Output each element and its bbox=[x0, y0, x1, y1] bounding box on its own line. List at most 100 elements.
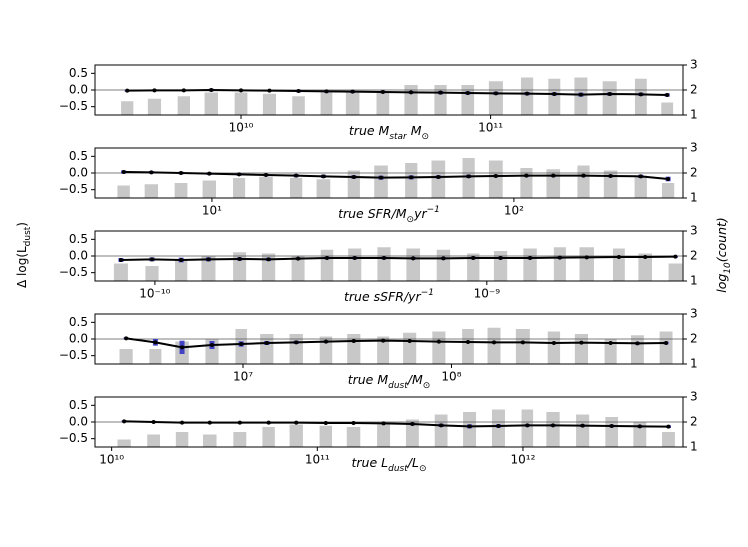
x-axis-label-part: dust bbox=[388, 464, 408, 474]
mean-point bbox=[520, 340, 525, 345]
count-bar bbox=[262, 427, 275, 447]
x-tick-label: 10¹² bbox=[511, 453, 536, 467]
count-bar bbox=[463, 412, 477, 447]
count-bar bbox=[546, 412, 560, 447]
y-tick-label: 0.5 bbox=[69, 149, 88, 163]
count-bar bbox=[319, 336, 333, 364]
count-bar bbox=[523, 248, 537, 281]
count-bar bbox=[659, 331, 673, 364]
count-bar bbox=[377, 336, 390, 364]
mean-point bbox=[493, 174, 498, 178]
y2-tick-label: 1 bbox=[690, 440, 698, 454]
y-tick-label: 0.5 bbox=[69, 66, 88, 80]
count-bar bbox=[576, 414, 590, 447]
count-bar bbox=[377, 247, 391, 281]
mean-point bbox=[350, 89, 355, 94]
mean-point bbox=[239, 342, 244, 346]
mean-point bbox=[296, 89, 301, 93]
y2-tick-label: 3 bbox=[690, 224, 698, 238]
x-tick-label: 10⁸ bbox=[441, 370, 461, 384]
mean-point bbox=[409, 175, 414, 180]
count-bar bbox=[320, 249, 334, 281]
count-bar bbox=[233, 252, 247, 281]
y-tick-label: −0.5 bbox=[59, 348, 88, 362]
count-bar bbox=[548, 78, 561, 115]
y2-tick-label: 3 bbox=[690, 307, 698, 321]
count-bar bbox=[289, 178, 303, 198]
count-bar bbox=[605, 417, 619, 447]
mean-point bbox=[264, 341, 269, 345]
mean-line bbox=[124, 420, 669, 428]
mean-point bbox=[467, 424, 472, 429]
mean-point bbox=[579, 340, 584, 345]
x-axis-label-part: ⊙ bbox=[422, 132, 430, 142]
count-bar bbox=[434, 414, 448, 447]
mean-point bbox=[207, 420, 212, 425]
y2-tick-label: 1 bbox=[690, 108, 698, 122]
x-axis-label: true SFR/M⊙yr−1 bbox=[338, 205, 440, 225]
count-bar bbox=[638, 253, 652, 281]
mean-point bbox=[525, 423, 530, 428]
count-bar bbox=[121, 101, 134, 115]
x-axis-label: true Mdust/M⊙ bbox=[348, 372, 431, 391]
count-bar bbox=[546, 169, 561, 198]
y-tick-label: −0.5 bbox=[59, 99, 88, 113]
mean-point bbox=[181, 88, 186, 93]
count-bar bbox=[345, 92, 360, 115]
mean-point bbox=[608, 174, 613, 178]
mean-point bbox=[580, 423, 585, 428]
mean-point bbox=[409, 90, 414, 95]
x-tick-label: 10¹ bbox=[202, 204, 222, 218]
count-bar bbox=[436, 249, 451, 281]
mean-point bbox=[381, 256, 386, 260]
mean-point bbox=[638, 92, 643, 97]
y2-tick-label: 2 bbox=[690, 83, 698, 97]
mean-point bbox=[439, 423, 444, 428]
mean-point bbox=[493, 91, 498, 96]
y2-tick-label: 3 bbox=[690, 141, 698, 155]
mean-point bbox=[263, 173, 268, 177]
mean-point bbox=[524, 173, 529, 178]
y2-axis-label-part: (count) bbox=[714, 217, 729, 262]
count-bar bbox=[374, 165, 388, 198]
mean-point bbox=[441, 256, 446, 261]
x-axis-label-part: ⊙ bbox=[423, 381, 431, 391]
count-bar bbox=[147, 434, 161, 447]
count-bar bbox=[403, 332, 417, 364]
count-bar bbox=[347, 334, 361, 364]
x-tick-label: 10¹¹ bbox=[305, 453, 330, 467]
mean-point bbox=[465, 91, 470, 95]
x-axis-label-part: /L bbox=[407, 455, 419, 470]
count-bar bbox=[117, 185, 130, 198]
y-tick-label: 0.0 bbox=[69, 83, 88, 97]
count-bar bbox=[233, 178, 246, 198]
count-bar bbox=[259, 176, 273, 198]
mean-point bbox=[381, 338, 386, 343]
count-bar bbox=[520, 168, 533, 198]
count-bar bbox=[467, 253, 480, 281]
mean-point bbox=[411, 256, 416, 261]
mean-point bbox=[552, 92, 557, 96]
mean-point bbox=[664, 341, 669, 345]
count-bar bbox=[117, 439, 131, 447]
x-axis-label: true Mstar M⊙ bbox=[349, 123, 429, 142]
x-axis-label: true Ldust/L⊙ bbox=[352, 455, 427, 474]
x-axis-label-part: −1 bbox=[427, 205, 440, 215]
mean-point bbox=[551, 173, 556, 178]
mean-point bbox=[149, 170, 154, 175]
count-bar bbox=[289, 334, 303, 364]
x-axis-label-part: ⊙ bbox=[407, 215, 415, 225]
mean-point bbox=[237, 172, 242, 177]
y2-axis-label-part: 10 bbox=[723, 262, 733, 274]
count-bar bbox=[668, 263, 683, 281]
count-bar bbox=[376, 92, 390, 115]
count-bar bbox=[292, 96, 305, 115]
mean-point bbox=[206, 257, 211, 262]
count-bar bbox=[462, 329, 474, 364]
mean-point bbox=[380, 90, 385, 94]
x-axis-label-part: yr bbox=[413, 206, 427, 221]
y2-tick-label: 2 bbox=[690, 166, 698, 180]
mean-point bbox=[492, 340, 497, 345]
